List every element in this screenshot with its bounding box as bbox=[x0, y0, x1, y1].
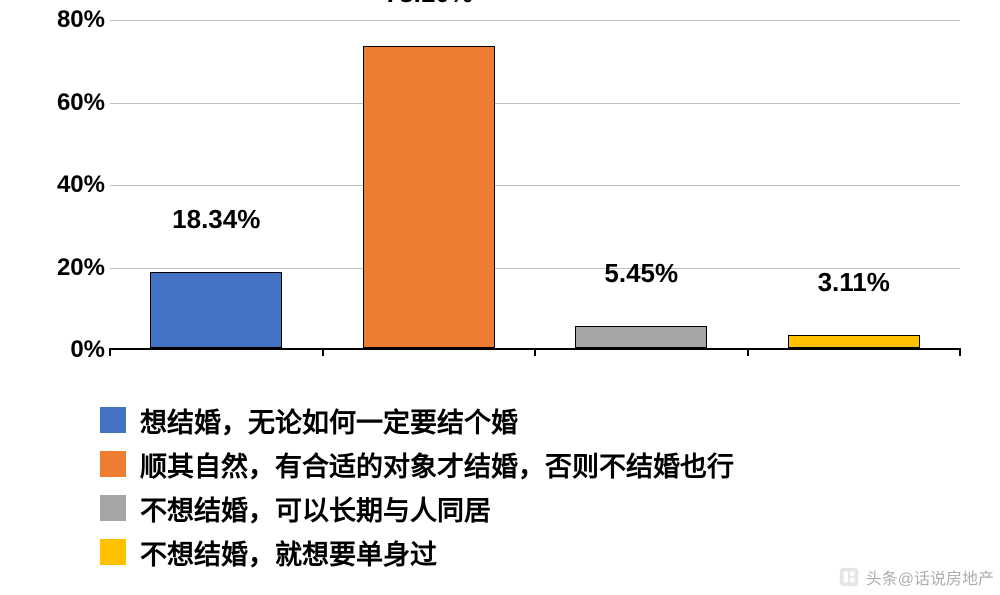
y-tick-label: 40% bbox=[35, 171, 105, 199]
x-axis-tick bbox=[534, 348, 536, 356]
legend-label: 不想结婚，可以长期与人同居 bbox=[140, 489, 491, 528]
legend-item: 想结婚，无论如何一定要结个婚 bbox=[100, 402, 960, 438]
legend-swatch bbox=[100, 495, 126, 521]
legend: 想结婚，无论如何一定要结个婚顺其自然，有合适的对象才结婚，否则不结婚也行不想结婚… bbox=[100, 402, 960, 578]
bar-value-label: 5.45% bbox=[604, 258, 678, 289]
bar-value-label: 18.34% bbox=[172, 204, 260, 235]
plot-area: 18.34%73.10%5.45%3.11% bbox=[110, 20, 960, 350]
watermark-prefix: 头条 bbox=[866, 565, 898, 589]
legend-label: 不想结婚，就想要单身过 bbox=[140, 533, 437, 572]
y-tick-label: 0% bbox=[35, 336, 105, 364]
bar bbox=[363, 46, 495, 348]
x-axis-tick bbox=[959, 348, 961, 356]
x-axis-tick bbox=[747, 348, 749, 356]
legend-item: 顺其自然，有合适的对象才结婚，否则不结婚也行 bbox=[100, 446, 960, 482]
bar bbox=[575, 326, 707, 348]
legend-label: 顺其自然，有合适的对象才结婚，否则不结婚也行 bbox=[140, 445, 734, 484]
y-tick-label: 60% bbox=[35, 89, 105, 117]
gridline bbox=[110, 20, 960, 21]
bar-value-label: 73.10% bbox=[385, 0, 473, 9]
bar-value-label: 3.11% bbox=[818, 267, 890, 298]
watermark: 头条 @话说房地产 bbox=[838, 565, 994, 589]
x-axis-tick bbox=[109, 348, 111, 356]
watermark-handle: @话说房地产 bbox=[898, 565, 994, 589]
y-tick-label: 20% bbox=[35, 254, 105, 282]
bar bbox=[150, 272, 282, 348]
chart-container: 18.34%73.10%5.45%3.11% 0%20%40%60%80% bbox=[30, 10, 970, 390]
watermark-icon bbox=[838, 566, 860, 588]
y-tick-label: 80% bbox=[35, 6, 105, 34]
x-axis-tick bbox=[322, 348, 324, 356]
legend-swatch bbox=[100, 539, 126, 565]
legend-swatch bbox=[100, 451, 126, 477]
legend-swatch bbox=[100, 407, 126, 433]
bar bbox=[788, 335, 920, 348]
gridline bbox=[110, 103, 960, 104]
gridline bbox=[110, 185, 960, 186]
legend-label: 想结婚，无论如何一定要结个婚 bbox=[140, 401, 518, 440]
legend-item: 不想结婚，就想要单身过 bbox=[100, 534, 960, 570]
legend-item: 不想结婚，可以长期与人同居 bbox=[100, 490, 960, 526]
